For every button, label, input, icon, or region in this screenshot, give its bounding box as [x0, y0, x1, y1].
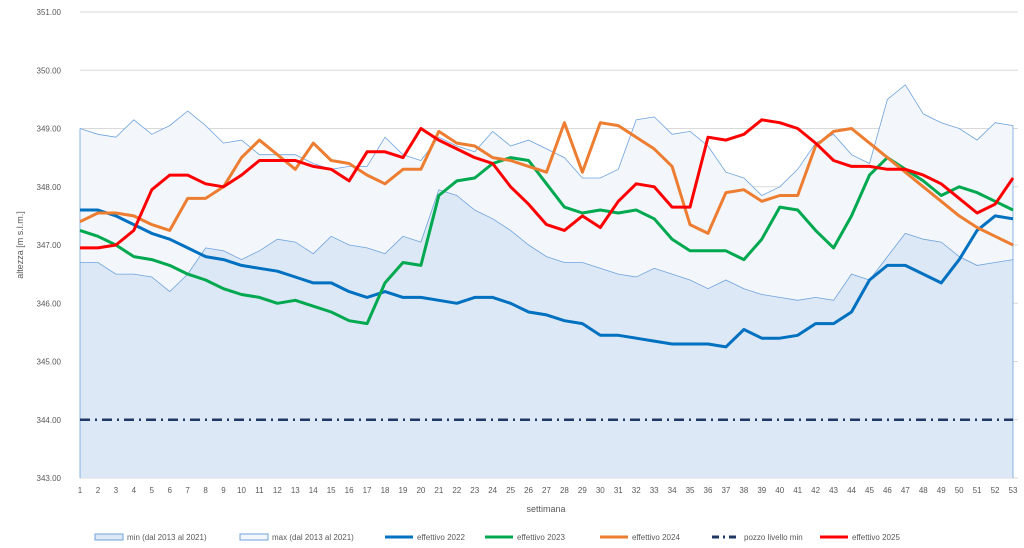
y-tick-label: 349.00 — [37, 125, 62, 134]
x-tick-label: 49 — [937, 486, 946, 495]
x-tick-label: 9 — [221, 486, 226, 495]
x-tick-label: 23 — [470, 486, 479, 495]
x-tick-label: 26 — [524, 486, 533, 495]
y-tick-label: 343.00 — [37, 474, 62, 483]
y-axis-label: altezza [m s.l.m.] — [15, 211, 25, 279]
x-tick-label: 17 — [363, 486, 372, 495]
legend-swatch — [94, 533, 124, 541]
x-tick-label: 45 — [865, 486, 874, 495]
x-tick-label: 41 — [793, 486, 802, 495]
x-tick-label: 34 — [668, 486, 677, 495]
area-outline-min — [80, 189, 1014, 301]
x-tick-label: 46 — [883, 486, 892, 495]
area-min — [80, 189, 1013, 478]
y-tick-label: 347.00 — [37, 241, 62, 250]
x-tick-label: 5 — [150, 486, 155, 495]
x-tick-label: 4 — [132, 486, 137, 495]
y-tick-label: 351.00 — [37, 8, 62, 17]
x-tick-label: 30 — [596, 486, 605, 495]
x-tick-label: 18 — [381, 486, 390, 495]
x-tick-label: 31 — [614, 486, 623, 495]
legend-label: max (dal 2013 al 2021) — [272, 533, 354, 542]
x-tick-label: 6 — [167, 486, 172, 495]
x-tick-label: 2 — [96, 486, 101, 495]
x-tick-label: 37 — [721, 486, 730, 495]
series-effettivo-2023 — [79, 156, 1014, 326]
legend-swatch — [239, 533, 269, 541]
x-tick-label: 21 — [434, 486, 443, 495]
x-tick-label: 47 — [901, 486, 910, 495]
x-tick-label: 36 — [704, 486, 713, 495]
x-tick-label: 25 — [506, 486, 515, 495]
y-tick-label: 348.00 — [37, 183, 62, 192]
series-effettivo-2022 — [80, 208, 1014, 349]
x-tick-label: 38 — [739, 486, 748, 495]
legend-label: effettivo 2024 — [632, 533, 680, 542]
x-tick-label: 48 — [919, 486, 928, 495]
legend-label: min (dal 2013 al 2021) — [127, 533, 207, 542]
x-tick-label: 51 — [973, 486, 982, 495]
x-tick-label: 16 — [345, 486, 354, 495]
x-tick-label: 39 — [757, 486, 766, 495]
y-tick-label: 346.00 — [37, 299, 62, 308]
x-tick-label: 22 — [452, 486, 461, 495]
area-outline-max — [79, 84, 1014, 196]
x-axis-label: settimana — [526, 504, 565, 514]
legend-label: effettivo 2023 — [517, 533, 565, 542]
x-tick-label: 29 — [578, 486, 587, 495]
x-tick-label: 1 — [78, 486, 83, 495]
x-tick-label: 40 — [775, 486, 784, 495]
x-tick-label: 50 — [955, 486, 964, 495]
x-tick-label: 8 — [203, 486, 208, 495]
x-tick-label: 14 — [309, 486, 318, 495]
y-tick-labels: 343.00 344.00 345.00 346.00 347.00 348.00 349.… — [37, 8, 62, 483]
x-tick-label: 35 — [686, 486, 695, 495]
x-tick-label: 53 — [1009, 486, 1018, 495]
x-tick-label: 7 — [185, 486, 190, 495]
x-tick-label: 12 — [273, 486, 282, 495]
x-tick-label: 15 — [327, 486, 336, 495]
series-effettivo-2025 — [80, 118, 1015, 250]
x-tick-label: 3 — [114, 486, 119, 495]
x-tick-label: 33 — [650, 486, 659, 495]
legend: min (dal 2013 al 2021) max (dal 2013 al 2… — [94, 533, 900, 542]
legend-label: pozzo livello min — [744, 533, 803, 542]
x-tick-labels: 1 2 3 4 5 6 7 8 9 10 11 12 13 14 15 16 17 18 19 20 21 22 23 24 2… — [78, 486, 1018, 495]
y-tick-label: 345.00 — [37, 358, 62, 367]
x-tick-label: 43 — [829, 486, 838, 495]
x-tick-label: 10 — [237, 486, 246, 495]
y-tick-label: 350.00 — [37, 66, 62, 75]
legend-label: effettivo 2022 — [417, 533, 465, 542]
x-tick-label: 32 — [632, 486, 641, 495]
x-tick-label: 24 — [488, 486, 497, 495]
x-tick-label: 28 — [560, 486, 569, 495]
legend-label: effettivo 2025 — [852, 533, 900, 542]
x-tick-label: 42 — [811, 486, 820, 495]
x-tick-label: 19 — [399, 486, 408, 495]
series-effettivo-2024 — [79, 121, 1014, 247]
x-tick-label: 20 — [416, 486, 425, 495]
y-tick-label: 344.00 — [37, 416, 62, 425]
x-tick-label: 11 — [255, 486, 264, 495]
x-tick-label: 27 — [542, 486, 551, 495]
areas — [79, 84, 1014, 479]
x-tick-label: 52 — [991, 486, 1000, 495]
x-tick-label: 13 — [291, 486, 300, 495]
x-tick-label: 44 — [847, 486, 856, 495]
series-lines — [79, 118, 1015, 422]
